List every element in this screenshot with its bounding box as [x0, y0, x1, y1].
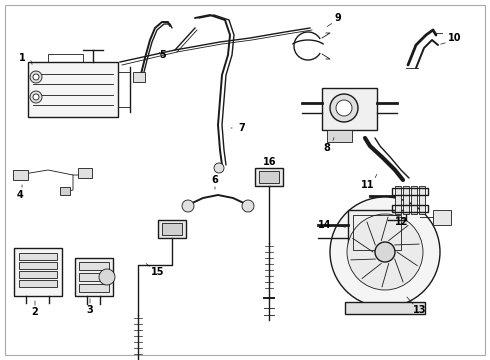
Bar — [162, 223, 182, 235]
Text: 14: 14 — [318, 220, 332, 230]
Text: 1: 1 — [19, 53, 25, 63]
Bar — [13, 170, 28, 180]
Circle shape — [375, 242, 395, 262]
Bar — [75, 258, 113, 296]
Circle shape — [242, 200, 254, 212]
Bar — [259, 171, 279, 183]
Circle shape — [33, 94, 39, 100]
Text: 8: 8 — [323, 143, 330, 153]
Bar — [78, 168, 92, 178]
Text: 7: 7 — [239, 123, 245, 133]
Bar — [348, 210, 406, 255]
Bar — [353, 215, 401, 250]
Bar — [255, 168, 283, 186]
Bar — [419, 186, 425, 214]
Bar — [403, 186, 409, 214]
Text: 11: 11 — [361, 180, 375, 190]
Bar — [433, 210, 451, 225]
Bar — [79, 262, 109, 270]
Text: 13: 13 — [413, 305, 427, 315]
Text: 16: 16 — [263, 157, 277, 167]
Circle shape — [30, 91, 42, 103]
Bar — [79, 284, 109, 292]
Bar — [392, 205, 428, 212]
Text: 10: 10 — [448, 33, 462, 43]
Bar — [19, 262, 57, 269]
Bar — [60, 187, 70, 195]
Circle shape — [30, 71, 42, 83]
Bar — [19, 271, 57, 278]
Bar — [79, 273, 109, 281]
Bar — [411, 186, 417, 214]
Circle shape — [330, 94, 358, 122]
Bar — [345, 302, 425, 314]
Bar — [392, 188, 428, 195]
Text: 12: 12 — [395, 217, 409, 227]
Text: 5: 5 — [160, 50, 167, 60]
Bar — [14, 248, 62, 296]
Bar — [395, 186, 401, 214]
Circle shape — [182, 200, 194, 212]
Text: 4: 4 — [17, 190, 24, 200]
Text: 6: 6 — [212, 175, 219, 185]
Text: 3: 3 — [87, 305, 94, 315]
Bar — [28, 62, 118, 117]
Circle shape — [99, 269, 115, 285]
Circle shape — [336, 100, 352, 116]
Circle shape — [214, 163, 224, 173]
Circle shape — [33, 74, 39, 80]
Bar — [19, 280, 57, 287]
Bar — [133, 72, 145, 82]
Text: 15: 15 — [151, 267, 165, 277]
Text: 2: 2 — [32, 307, 38, 317]
Circle shape — [347, 214, 423, 290]
Text: 9: 9 — [335, 13, 342, 23]
Bar — [158, 220, 186, 238]
Circle shape — [330, 197, 440, 307]
Bar — [19, 253, 57, 260]
Bar — [327, 130, 352, 142]
Bar — [322, 88, 377, 130]
